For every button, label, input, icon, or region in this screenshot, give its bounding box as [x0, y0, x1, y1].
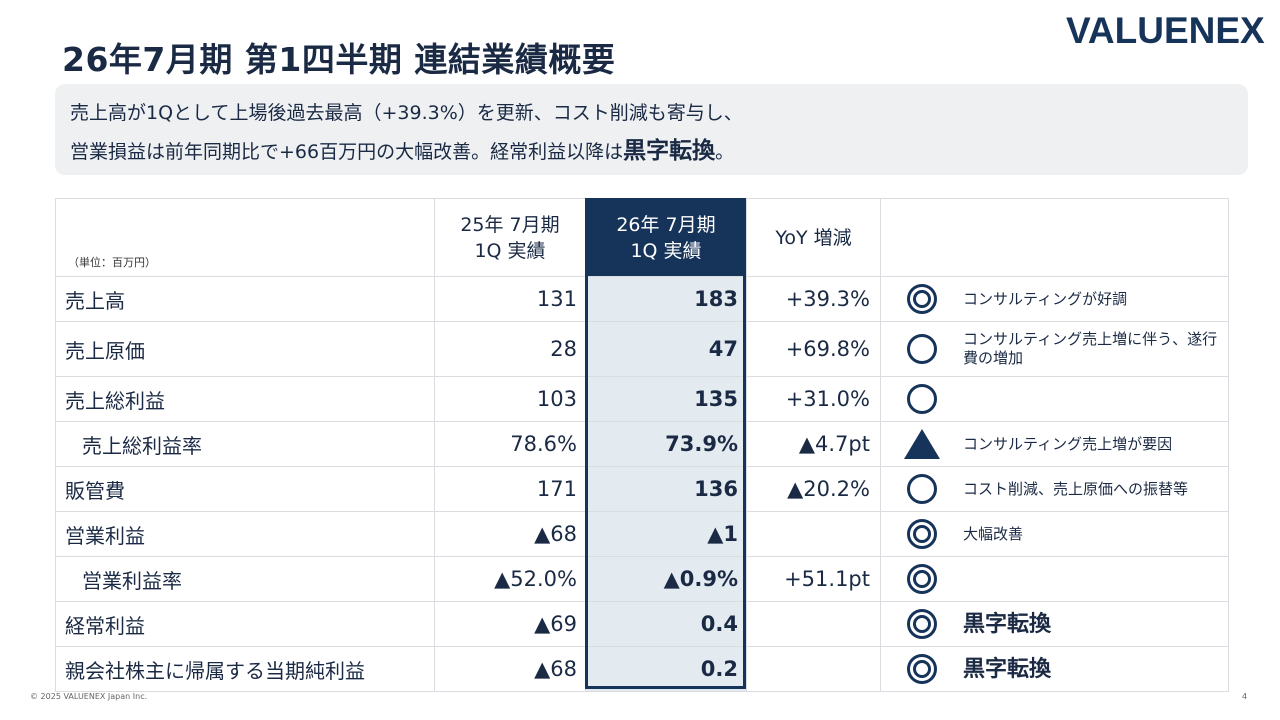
table-row: 親会社株主に帰属する当期純利益 ▲68 0.2 黒字転換	[55, 646, 1229, 692]
current-value: 183	[585, 276, 747, 322]
current-value: ▲1	[585, 511, 747, 557]
yoy-value: ▲4.7pt	[746, 421, 881, 467]
double-circle-icon	[907, 284, 937, 314]
evaluation-cell: コンサルティング売上増が要因	[880, 421, 1229, 467]
yoy-value	[746, 646, 881, 692]
summary-emphasis: 黒字転換	[623, 138, 716, 164]
row-label: 営業利益	[55, 511, 435, 557]
summary-box: 売上高が1Qとして上場後過去最高（+39.3%）を更新、コスト削減も寄与し、 営…	[55, 84, 1248, 175]
evaluation-comment: コンサルティングが好調	[963, 289, 1128, 308]
page-number: 4	[1242, 692, 1248, 701]
prev-value: ▲68	[434, 646, 586, 692]
summary-line-2-text: 営業損益は前年同期比で+66百万円の大幅改善。経常利益以降は	[70, 141, 624, 163]
triangle-icon	[904, 429, 940, 459]
row-label: 営業利益率	[55, 556, 435, 602]
double-circle-icon	[907, 519, 937, 549]
row-label: 売上原価	[55, 321, 435, 377]
row-label: 販管費	[55, 466, 435, 512]
double-circle-icon	[907, 609, 937, 639]
current-value: 47	[585, 321, 747, 377]
unit-label: （単位：百万円）	[55, 198, 435, 277]
yoy-value: +39.3%	[746, 276, 881, 322]
evaluation-comment: 黒字転換	[963, 611, 1052, 637]
prev-value: ▲52.0%	[434, 556, 586, 602]
summary-line-1: 売上高が1Qとして上場後過去最高（+39.3%）を更新、コスト削減も寄与し、	[70, 102, 743, 124]
yoy-value	[746, 511, 881, 557]
evaluation-cell: 黒字転換	[880, 646, 1229, 692]
prev-value: 131	[434, 276, 586, 322]
header-yoy: YoY 増減	[746, 198, 881, 277]
circle-icon	[907, 334, 937, 364]
copyright: © 2025 VALUENEX Japan Inc.	[30, 692, 148, 701]
table-row: 営業利益 ▲68 ▲1 大幅改善	[55, 511, 1229, 557]
evaluation-cell: コスト削減、売上原価への振替等	[880, 466, 1229, 512]
evaluation-cell	[880, 376, 1229, 422]
current-value: 0.4	[585, 601, 747, 647]
table-row: 売上総利益 103 135 +31.0%	[55, 376, 1229, 422]
table-row: 販管費 171 136 ▲20.2% コスト削減、売上原価への振替等	[55, 466, 1229, 512]
table-row: 売上総利益率 78.6% 73.9% ▲4.7pt コンサルティング売上増が要因	[55, 421, 1229, 467]
company-logo: VALUENEX	[1066, 10, 1265, 51]
yoy-value: +69.8%	[746, 321, 881, 377]
current-value: 73.9%	[585, 421, 747, 467]
evaluation-comment: 黒字転換	[963, 656, 1052, 682]
prev-value: ▲68	[434, 511, 586, 557]
row-label: 親会社株主に帰属する当期純利益	[55, 646, 435, 692]
evaluation-cell	[880, 556, 1229, 602]
row-label: 売上総利益率	[55, 421, 435, 467]
table-row: 営業利益率 ▲52.0% ▲0.9% +51.1pt	[55, 556, 1229, 602]
header-current-year: 26年 7月期 1Q 実績	[585, 198, 747, 277]
prev-value: 28	[434, 321, 586, 377]
yoy-value: +51.1pt	[746, 556, 881, 602]
double-circle-icon	[907, 564, 937, 594]
evaluation-comment: コンサルティング売上増に伴う、遂行費の増加	[963, 330, 1218, 367]
evaluation-comment: 大幅改善	[963, 524, 1024, 543]
evaluation-cell: 黒字転換	[880, 601, 1229, 647]
table-row: 経常利益 ▲69 0.4 黒字転換	[55, 601, 1229, 647]
row-label: 売上総利益	[55, 376, 435, 422]
evaluation-cell: コンサルティング売上増に伴う、遂行費の増加	[880, 321, 1229, 377]
yoy-value: ▲20.2%	[746, 466, 881, 512]
yoy-value: +31.0%	[746, 376, 881, 422]
table-header-row: （単位：百万円） 25年 7月期 1Q 実績 26年 7月期 1Q 実績 YoY 増…	[55, 198, 1229, 277]
table-row: 売上高 131 183 +39.3% コンサルティングが好調	[55, 276, 1229, 322]
header-prev-year: 25年 7月期 1Q 実績	[434, 198, 586, 277]
summary-line-2-end: 。	[715, 141, 735, 163]
current-value: 136	[585, 466, 747, 512]
prev-value: ▲69	[434, 601, 586, 647]
summary-line-2: 営業損益は前年同期比で+66百万円の大幅改善。経常利益以降は黒字転換。	[70, 132, 1248, 171]
evaluation-cell: 大幅改善	[880, 511, 1229, 557]
page-title: 26年7月期 第1四半期 連結業績概要	[62, 40, 616, 79]
evaluation-cell: コンサルティングが好調	[880, 276, 1229, 322]
current-value: ▲0.9%	[585, 556, 747, 602]
financial-summary-table: （単位：百万円） 25年 7月期 1Q 実績 26年 7月期 1Q 実績 YoY 増…	[55, 198, 1229, 692]
circle-icon	[907, 384, 937, 414]
header-evaluation	[880, 198, 1229, 277]
circle-icon	[907, 474, 937, 504]
prev-value: 103	[434, 376, 586, 422]
prev-value: 171	[434, 466, 586, 512]
current-value: 135	[585, 376, 747, 422]
double-circle-icon	[907, 654, 937, 684]
current-value: 0.2	[585, 646, 747, 692]
row-label: 売上高	[55, 276, 435, 322]
row-label: 経常利益	[55, 601, 435, 647]
prev-value: 78.6%	[434, 421, 586, 467]
evaluation-comment: コスト削減、売上原価への振替等	[963, 479, 1189, 498]
yoy-value	[746, 601, 881, 647]
evaluation-comment: コンサルティング売上増が要因	[963, 434, 1173, 453]
table-row: 売上原価 28 47 +69.8% コンサルティング売上増に伴う、遂行費の増加	[55, 321, 1229, 377]
